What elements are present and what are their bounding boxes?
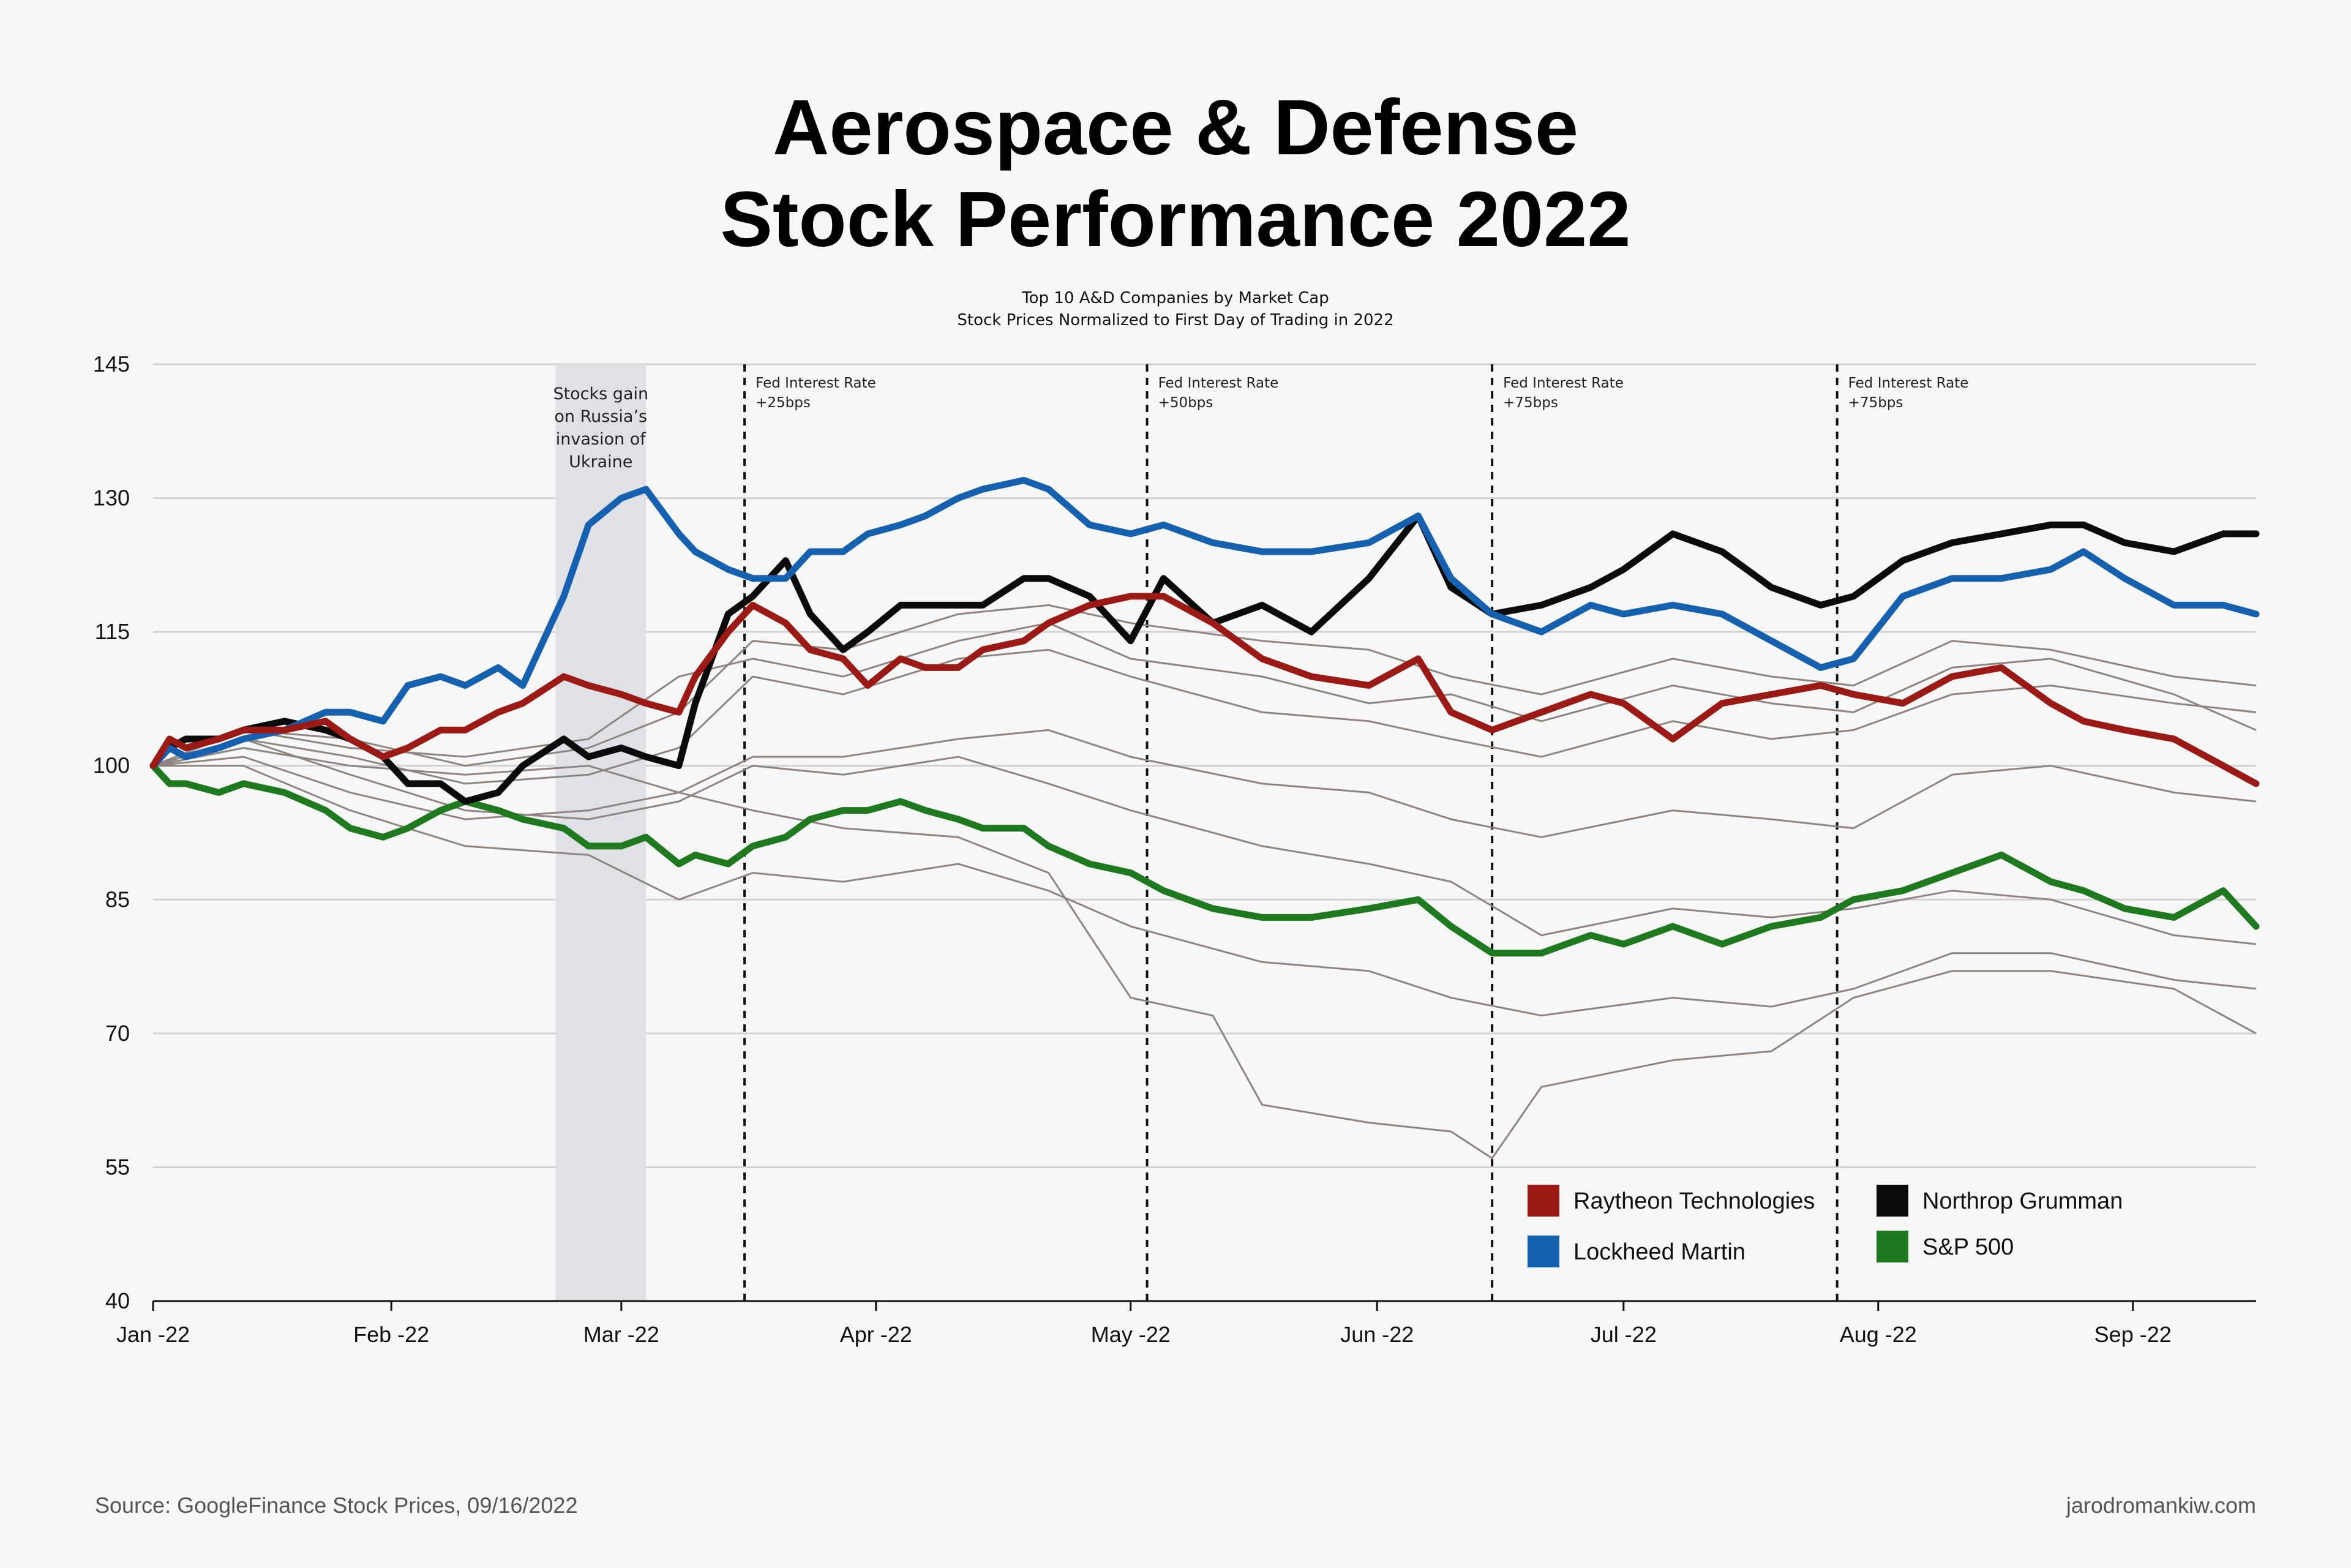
series-line-northrop-grumman: [149, 512, 2260, 805]
event-label-3: +75bps: [1503, 395, 1558, 411]
shaded-region-label: Stocks gain: [553, 384, 648, 403]
event-label-3: Fed Interest Rate: [1503, 375, 1624, 391]
shaded-region-label: Ukraine: [569, 452, 632, 471]
credit-note: jarodromankiw.com: [2066, 1493, 2256, 1518]
y-tick-label-70: 70: [105, 1021, 130, 1046]
x-tick-label: Jan -22: [116, 1322, 190, 1347]
y-tick-label-100: 100: [93, 753, 130, 778]
x-tick-label: Mar -22: [583, 1322, 659, 1347]
event-lines-group: Fed Interest Rate +25bps Fed Interest Rate…: [743, 364, 1969, 1301]
event-label-4: +75bps: [1848, 395, 1903, 411]
background-series-line-7: [152, 738, 2257, 945]
background-series-line-6: [152, 622, 2257, 767]
y-tick-label-145: 145: [93, 351, 130, 377]
chart-subtitle-line-2: Stock Prices Normalized to First Day of …: [957, 311, 1394, 329]
x-tick-label: May -22: [1091, 1322, 1171, 1347]
background-series-line-2: [152, 648, 2257, 785]
chart-title-line-1: Aerospace & Defense: [772, 84, 1579, 171]
chart-subtitle-line-1: Top 10 A&D Companies by Market Cap: [1022, 289, 1329, 307]
series-line-raytheon-technologies: [149, 593, 2260, 787]
y-tick-label-130: 130: [93, 486, 130, 511]
legend-label-lockheed-martin: Lockheed Martin: [1573, 1239, 1745, 1265]
legend-swatch-lockheed-martin: [1528, 1236, 1559, 1267]
x-tick-label: Aug -22: [1840, 1322, 1917, 1347]
event-label-1: +25bps: [756, 395, 811, 411]
legend-swatch-northrop-grumman: [1877, 1185, 1908, 1217]
shaded-region-label: invasion of: [556, 430, 647, 449]
legend-label-northrop-grumman: Northrop Grumman: [1922, 1188, 2123, 1214]
series-line-lockheed-martin: [149, 476, 2260, 770]
legend-swatch-s-p-500: [1877, 1231, 1908, 1262]
legend-swatch-raytheon-technologies: [1528, 1185, 1559, 1217]
legend: Raytheon Technologies Northrop Grumman Loc…: [1528, 1185, 2123, 1267]
x-tick-label: Jun -22: [1340, 1322, 1414, 1347]
background-series-line-1: [152, 604, 2257, 767]
event-label-4: Fed Interest Rate: [1848, 375, 1969, 391]
series-line-s-p-500: [149, 762, 2260, 957]
source-note: Source: GoogleFinance Stock Prices, 09/1…: [95, 1493, 578, 1518]
y-tick-label-85: 85: [105, 887, 130, 912]
x-tick-label: Feb -22: [353, 1322, 429, 1347]
chart-title-line-2: Stock Performance 2022: [720, 176, 1631, 263]
x-tick-label: Jul -22: [1591, 1322, 1657, 1347]
legend-label-raytheon-technologies: Raytheon Technologies: [1573, 1188, 1815, 1214]
x-tick-label: Apr -22: [840, 1322, 912, 1347]
background-series-line-4: [153, 765, 2257, 1017]
y-tick-label-115: 115: [95, 619, 130, 644]
y-tick-label-55: 55: [105, 1154, 130, 1179]
background-series-line-5: [152, 747, 2257, 1160]
gridlines: [153, 363, 2256, 1302]
background-series-group: [152, 604, 2257, 1160]
legend-label-s-p-500: S&P 500: [1922, 1234, 2014, 1260]
event-label-2: Fed Interest Rate: [1158, 375, 1279, 391]
y-tick-label-40: 40: [105, 1288, 130, 1313]
x-tick-label: Sep -22: [2094, 1322, 2172, 1347]
event-label-1: Fed Interest Rate: [756, 375, 876, 391]
shaded-region-label: on Russia’s: [554, 407, 647, 426]
axes-group: 40 55 70 85 100 115 130 145 Jan -22 Feb -22 Mar -2…: [93, 351, 2256, 1347]
highlighted-series-group: [149, 476, 2260, 957]
event-label-2: +50bps: [1158, 395, 1213, 411]
